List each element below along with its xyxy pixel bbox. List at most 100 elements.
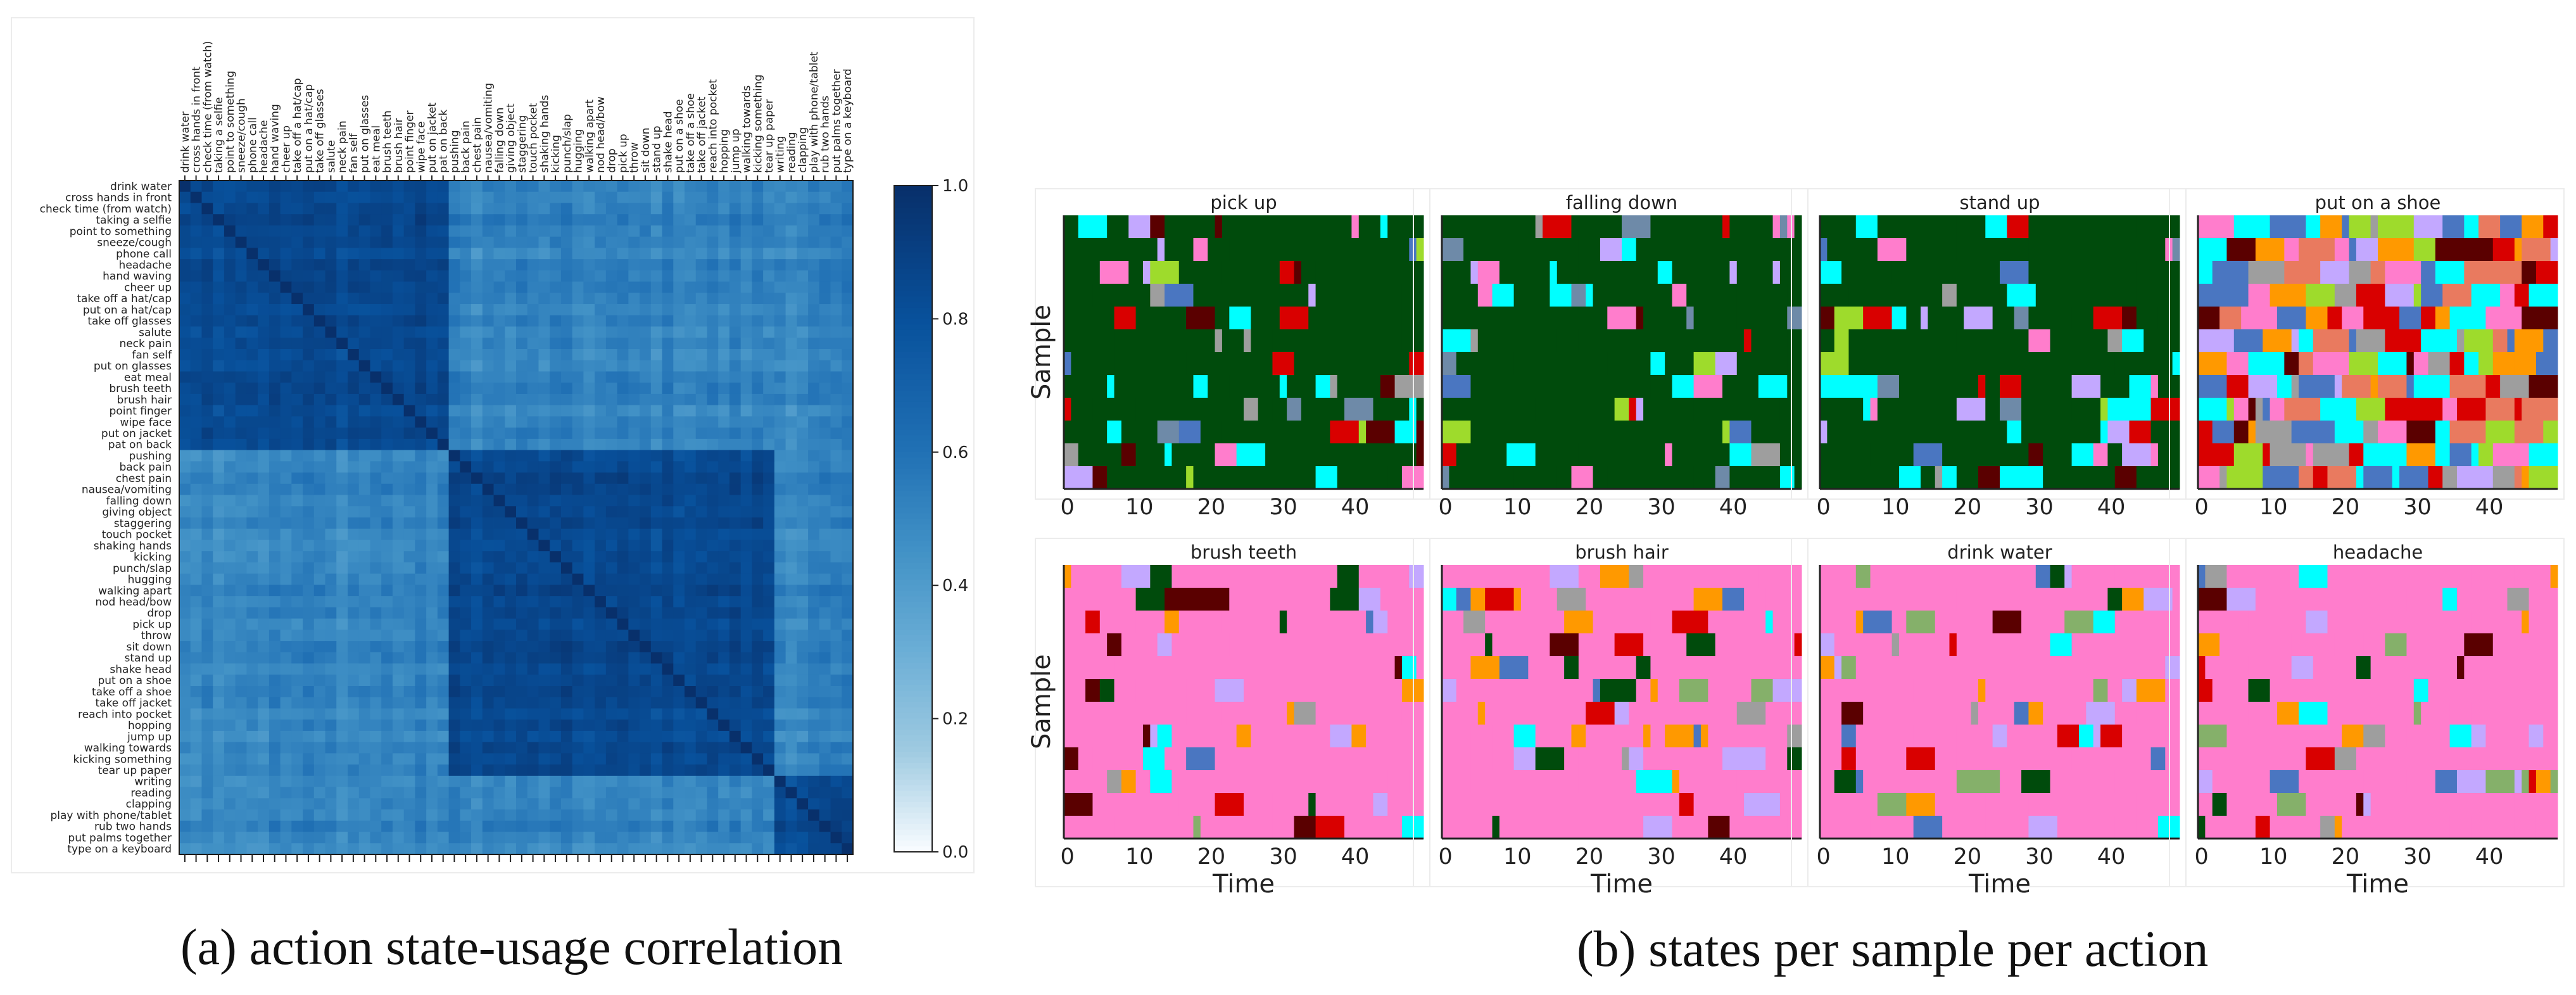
row-label: stand up [125,652,172,665]
state-segment [1092,793,1129,816]
heatmap-cell [381,393,393,406]
heatmap-cell [763,764,775,776]
heatmap-cell [583,214,595,226]
heatmap-cell [740,641,752,653]
heatmap-cell [381,573,393,585]
heatmap-cell [516,360,528,372]
state-segment [1942,261,1979,284]
heatmap-cell [179,641,191,653]
heatmap-cell [550,663,562,675]
state-segment [1193,398,1244,421]
heatmap-cell [785,338,797,350]
heatmap-cell [190,405,202,417]
state-segment [1301,725,1330,748]
heatmap-cell [437,630,449,642]
heatmap-cell [797,270,809,282]
heatmap-cell [538,371,550,383]
heatmap-cell [460,596,472,608]
heatmap-cell [628,686,640,698]
heatmap-cell [325,832,337,844]
heatmap-cell [819,191,831,203]
heatmap-cell [842,293,854,305]
heatmap-cell [830,349,842,361]
heatmap-cell [258,832,270,844]
heatmap-cell [448,181,460,193]
heatmap-cell [246,383,258,395]
heatmap-cell [830,630,842,642]
x-axis-label: Time [1212,870,1275,899]
state-segment [1643,747,1665,771]
heatmap-cell [830,293,842,305]
heatmap-cell [213,428,225,440]
heatmap-cell [595,742,607,754]
colorbar-segment [894,479,932,486]
heatmap-cell [426,528,438,540]
heatmap-cell [842,787,854,799]
colorbar-segment [894,441,932,447]
heatmap-cell [336,349,348,361]
heatmap-cell [842,618,854,630]
state-segment [1877,215,1936,239]
heatmap-cell [685,675,697,687]
heatmap-cell [516,225,528,238]
heatmap-cell [493,416,505,428]
heatmap-cell [740,787,752,799]
heatmap-cell [560,775,573,787]
heatmap-cell [224,371,236,383]
heatmap-cell [190,506,202,518]
state-segment [1650,611,1673,634]
heatmap-cell [460,326,472,338]
heatmap-cell [640,630,652,642]
heatmap-cell [482,809,494,821]
heatmap-cell [729,371,742,383]
heatmap-cell [325,585,337,597]
state-segment [1150,466,1165,490]
state-segment [2021,375,2073,398]
heatmap-cell [190,450,202,462]
state-segment [1665,421,1723,444]
heatmap-cell [774,652,786,664]
heatmap-cell [460,663,472,675]
heatmap-cell [560,663,573,675]
heatmap-cell [516,775,528,787]
colorbar-segment [894,763,932,770]
heatmap-cell [190,652,202,664]
heatmap-cell [662,304,674,316]
heatmap-cell [403,225,415,238]
state-segment [1820,466,1857,490]
state-segment [1114,352,1151,376]
heatmap-cell [460,405,472,417]
heatmap-cell [729,281,742,293]
state-segment [1672,215,1723,239]
heatmap-cell [448,820,460,832]
state-segment [1064,443,1079,467]
heatmap-cell [695,495,707,507]
heatmap-cell [718,753,730,765]
heatmap-cell [213,405,225,417]
heatmap-cell [830,843,842,855]
heatmap-cell [774,236,786,248]
state-segment [2320,215,2342,239]
state-segment [1186,307,1216,330]
heatmap-cell [392,697,405,709]
state-segment [1251,329,1273,353]
heatmap-cell [527,203,539,215]
heatmap-cell [538,798,550,810]
heatmap-cell [842,843,854,855]
state-segment [1578,633,1615,657]
heatmap-cell [774,428,786,440]
colorbar-segment [894,690,932,697]
heatmap-cell [190,798,202,810]
heatmap-cell [583,551,595,563]
heatmap-cell [179,730,191,743]
heatmap-cell [628,315,640,327]
heatmap-cell [740,450,752,462]
heatmap-cell [595,181,607,193]
state-segment [2342,215,2350,239]
heatmap-cell [313,450,325,462]
heatmap-cell [707,304,719,316]
heatmap-cell [258,338,270,350]
state-segment [1736,352,1752,376]
heatmap-cell [628,483,640,495]
heatmap-cell [348,607,360,619]
